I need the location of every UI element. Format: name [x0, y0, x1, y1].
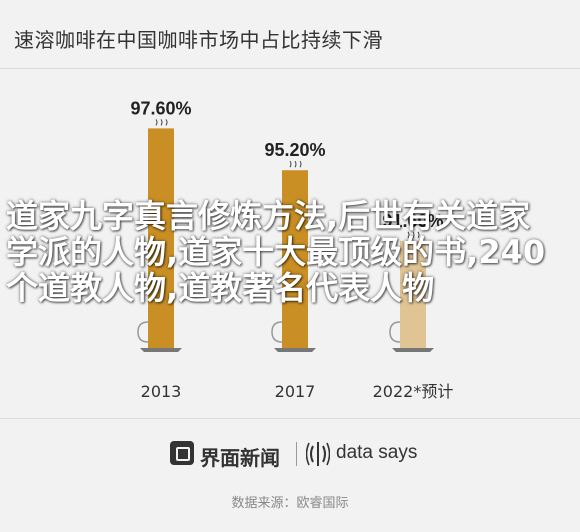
steam-mark-2 [407, 231, 420, 239]
saucer-2 [392, 348, 434, 352]
brand-divider [296, 442, 297, 466]
cup-handle-1 [271, 321, 283, 343]
bar-0 [148, 128, 174, 348]
brand-row: 界面新闻 data says [0, 436, 580, 476]
bar-1 [282, 170, 308, 348]
data-says-logo-icon [306, 442, 330, 466]
value-label-1: 95.20% [264, 140, 325, 160]
value-label-0: 97.60% [130, 98, 191, 118]
brand-data-says: data says [336, 442, 418, 463]
footer-divider [0, 418, 580, 419]
steam-mark-1 [289, 160, 302, 168]
data-source: 数据来源：欧睿国际 [231, 496, 349, 511]
steam-mark-0 [155, 119, 168, 126]
saucer-1 [274, 348, 316, 352]
value-label-2: 91.60% [382, 211, 443, 231]
overlay-caption: 道家九字真言修炼方法,后世有关道家学派的人物,道家十大最顶级的书,240个道教人… [6, 197, 546, 307]
category-label-0: 2013 [141, 382, 182, 401]
category-label-1: 2017 [275, 382, 316, 401]
chart-title: 速溶咖啡在中国咖啡市场中占比持续下滑 [14, 28, 383, 52]
jiemian-logo-icon [170, 441, 194, 465]
bar-2 [400, 240, 426, 348]
brand-jiemian: 界面新闻 [200, 446, 280, 470]
title-bar: 速溶咖啡在中国咖啡市场中占比持续下滑 [0, 0, 580, 69]
category-label-2: 2022*预计 [373, 382, 454, 401]
bar-chart: 97.60% 2013 95.20% 2017 91.60% 2022*预计 [130, 98, 454, 401]
saucer-0 [140, 348, 182, 352]
cup-handle-2 [389, 321, 401, 343]
cup-handle-0 [137, 321, 149, 343]
